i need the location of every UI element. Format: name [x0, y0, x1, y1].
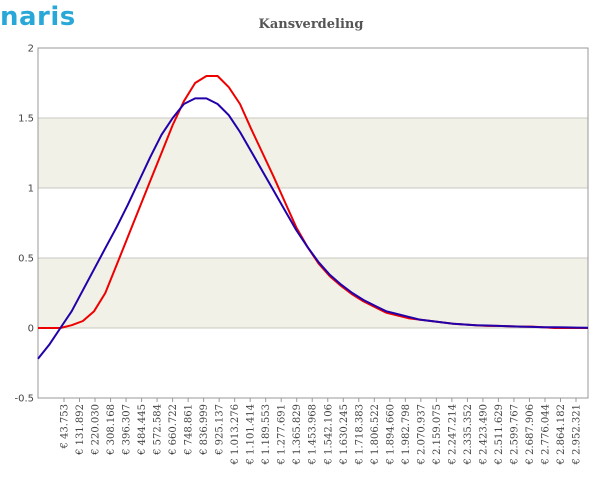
x-tick-label: € 2.687.906	[525, 404, 536, 465]
x-tick-label: € 2.423.490	[478, 404, 489, 465]
y-tick-label: 0	[28, 324, 34, 335]
x-axis: € 43.753 € 131.892 € 220.030 € 308.168 € 396…	[60, 398, 583, 465]
x-tick-label: € 2.159.075	[432, 404, 443, 465]
x-tick-label: € 43.753	[60, 404, 71, 450]
chart-series	[37, 75, 589, 360]
x-tick-label: € 925.137	[215, 404, 226, 456]
x-tick-label: € 396.307	[122, 404, 133, 456]
x-tick-label: € 1.013.276	[230, 404, 241, 465]
x-tick-label: € 2.247.214	[447, 404, 458, 465]
x-tick-label: € 660.722	[168, 404, 179, 456]
x-tick-label: € 1.806.522	[370, 404, 381, 465]
x-tick-label: € 1.630.245	[339, 404, 350, 465]
x-tick-label: € 1.718.383	[354, 404, 365, 465]
x-tick-label: € 1.982.798	[401, 404, 412, 465]
y-tick-label: 1	[28, 184, 34, 195]
x-tick-label: € 2.864.182	[556, 404, 567, 465]
chart-title: Kansverdeling	[259, 17, 364, 32]
x-tick-label: € 2.511.629	[494, 404, 505, 465]
x-tick-label: € 220.030	[91, 404, 102, 456]
x-tick-label: € 1.894.660	[385, 404, 396, 465]
x-tick-label: € 484.445	[137, 404, 148, 456]
x-tick-label: € 2.335.352	[463, 404, 474, 465]
x-tick-label: € 2.952.321	[572, 404, 583, 465]
x-tick-label: € 131.892	[75, 404, 86, 456]
x-tick-label: € 1.453.968	[308, 404, 319, 465]
y-tick-label: -0.5	[14, 394, 34, 405]
y-axis: -0.5 0 0.5 1 1.5 2	[14, 44, 34, 405]
series-line-2	[37, 97, 589, 360]
x-tick-label: € 1.101.414	[246, 404, 257, 465]
x-tick-label: € 308.168	[106, 404, 117, 456]
x-tick-label: € 1.277.691	[277, 404, 288, 465]
x-tick-label: € 836.999	[199, 404, 210, 456]
x-tick-label: € 1.542.106	[323, 404, 334, 465]
x-tick-label: € 748.861	[184, 404, 195, 456]
y-tick-label: 1.5	[18, 114, 34, 125]
x-tick-label: € 572.584	[153, 404, 164, 456]
x-tick-label: € 2.776.044	[540, 404, 551, 465]
x-tick-label: € 1.189.553	[261, 404, 272, 465]
chart-bands	[38, 118, 588, 328]
plot-area	[37, 47, 589, 399]
x-tick-label: € 1.365.829	[292, 404, 303, 465]
y-tick-label: 2	[28, 44, 34, 55]
y-tick-label: 0.5	[18, 254, 34, 265]
chart-band-0	[38, 258, 588, 328]
brand-logo: naris	[0, 2, 76, 32]
chart-band-1	[38, 118, 588, 188]
chart-gridlines	[38, 47, 588, 399]
x-tick-label: € 2.070.937	[416, 404, 427, 465]
x-tick-label: € 2.599.767	[509, 404, 520, 465]
